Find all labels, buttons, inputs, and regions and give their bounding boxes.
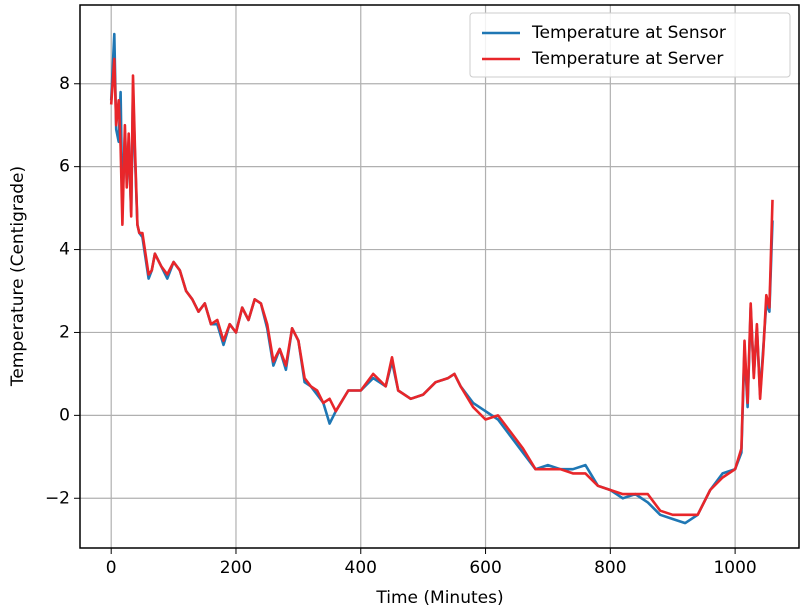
y-tick-label: 4 xyxy=(59,240,70,260)
y-axis-label: Temperature (Centigrade) xyxy=(8,166,28,387)
y-tick-label: 8 xyxy=(59,74,70,94)
x-tick-label: 1000 xyxy=(713,558,756,578)
x-axis-label: Time (Minutes) xyxy=(375,588,503,608)
legend-box xyxy=(469,12,791,78)
x-tick-label: 0 xyxy=(106,558,117,578)
x-tick-label: 600 xyxy=(469,558,501,578)
plot-area xyxy=(109,32,774,525)
x-tick-label: 200 xyxy=(220,558,252,578)
x-tick-label: 800 xyxy=(594,558,626,578)
y-tick-label: 0 xyxy=(59,405,70,425)
legend-label: Temperature at Sensor xyxy=(531,23,726,43)
data-line xyxy=(109,57,774,517)
axes-frame xyxy=(79,4,800,549)
legend-label: Temperature at Server xyxy=(531,49,723,69)
y-tick-label: 6 xyxy=(59,157,70,177)
data-line xyxy=(109,32,774,525)
x-tick-label: 400 xyxy=(345,558,377,578)
y-tick-label: 2 xyxy=(59,322,70,342)
y-tick-label: −2 xyxy=(45,488,70,508)
